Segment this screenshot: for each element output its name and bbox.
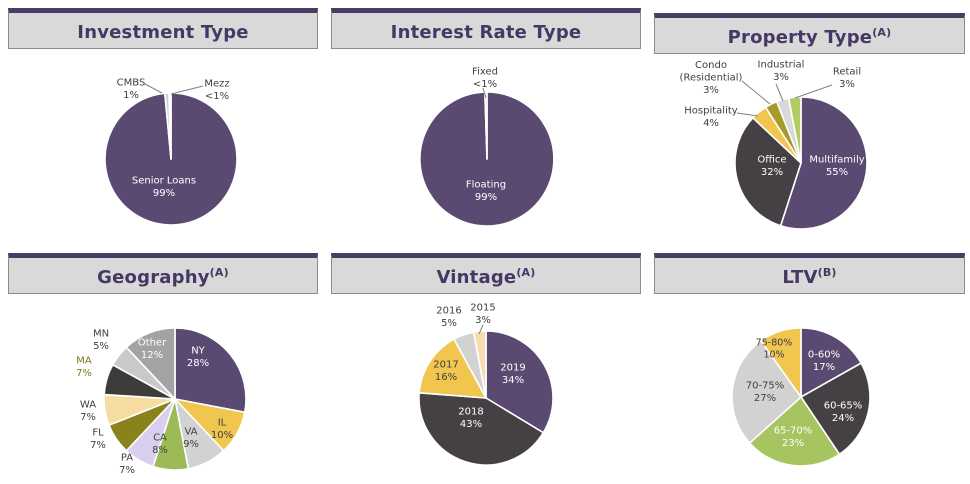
label-leader-line <box>170 85 204 95</box>
slice-label: 5% <box>93 341 109 352</box>
pie-slice-65-70- <box>748 396 841 467</box>
slice-label: Fixed <box>472 66 498 77</box>
panel-header: LTV(B) <box>654 253 965 294</box>
slice-label: 7% <box>119 465 135 476</box>
slice-label: <1% <box>205 91 229 102</box>
pie-slice-75-80- <box>759 327 802 398</box>
panel-title: LTV(B) <box>655 258 964 293</box>
slice-label: Retail <box>833 66 861 77</box>
slice-label: MN <box>93 328 109 339</box>
pie-slice-60-65- <box>800 362 871 456</box>
slice-label: 2016 <box>436 305 461 316</box>
slice-label: FL <box>92 427 104 438</box>
slice-label: 5% <box>441 318 457 329</box>
slice-label: Mezz <box>204 78 229 89</box>
chart-panel-6: LTV(B) 0-60% 17% 60-65% 24% 65-70% 23% 70-75% 2… <box>646 240 970 484</box>
slice-label: 7% <box>80 412 96 423</box>
panel-title: Vintage(A) <box>332 258 640 293</box>
pie-slice-mezz <box>168 92 172 160</box>
label-leader-line <box>736 112 759 117</box>
slice-label: 2015 <box>470 302 495 313</box>
panel-header: Interest Rate Type <box>331 8 641 49</box>
panel-title-text: Property Type <box>727 27 873 48</box>
slice-label: Industrial <box>758 59 805 70</box>
panel-title: Property Type(A) <box>655 18 964 53</box>
label-leader-line <box>794 84 833 99</box>
panel-title: Interest Rate Type <box>332 13 640 48</box>
panel-header: Investment Type <box>8 8 318 49</box>
slice-label: MA <box>76 355 92 366</box>
panel-header: Property Type(A) <box>654 13 965 54</box>
panel-title-text: LTV <box>782 267 818 288</box>
pie-slice-multifamily <box>779 96 868 230</box>
panel-title-text: Geography <box>97 267 210 288</box>
chart-panel-3: Property Type(A) Multifamily 55% Office 32%… <box>646 0 970 240</box>
label-leader-line <box>482 87 487 99</box>
slice-label: 7% <box>90 440 106 451</box>
slice-label: 7% <box>76 368 92 379</box>
slice-label: 4% <box>703 118 719 129</box>
panel-title: Investment Type <box>9 13 317 48</box>
pie-slice-2018 <box>418 392 545 466</box>
panel-header: Vintage(A) <box>331 253 641 294</box>
pie-slice-70-75- <box>731 340 802 444</box>
panel-header: Geography(A) <box>8 253 318 294</box>
slice-label: 1% <box>123 90 139 101</box>
slice-label: Condo <box>695 60 727 71</box>
slice-label: 3% <box>839 79 855 90</box>
slice-label: WA <box>80 399 96 410</box>
panel-title: Geography(A) <box>9 258 317 293</box>
slice-label: CMBS <box>117 77 146 88</box>
panel-title-superscript: (A) <box>872 26 892 39</box>
pie-slice-0-60- <box>800 327 862 398</box>
chart-panel-1: Investment Type Senior Loans 99% CMBS 1% Mez… <box>0 0 323 240</box>
label-leader-line <box>478 324 484 335</box>
pie-slice-fixed <box>484 91 488 160</box>
chart-panel-2: Interest Rate Type Floating 99% Fixed <1% <box>323 0 646 240</box>
slice-label: 3% <box>475 315 491 326</box>
label-leader-line <box>741 80 771 105</box>
slice-label: 3% <box>703 85 719 96</box>
label-leader-line <box>144 83 163 94</box>
pie-slice-ny <box>174 327 247 414</box>
pie-slice-other <box>125 327 176 400</box>
panel-title-superscript: (A) <box>516 266 536 279</box>
panel-title-text: Interest Rate Type <box>390 22 582 43</box>
slice-label: Hospitality <box>684 105 738 116</box>
pie-slice-2017 <box>418 338 487 399</box>
slice-label: 3% <box>773 72 789 83</box>
panel-title-text: Vintage <box>436 267 517 288</box>
slice-label: (Residential) <box>680 73 743 84</box>
pie-slice-retail <box>787 96 802 164</box>
panel-title-text: Investment Type <box>77 22 249 43</box>
panel-title-superscript: (A) <box>209 266 229 279</box>
chart-panel-4: Geography(A) NY 28% IL 10% VA 9% CA 8% PA 7% FL 7% W… <box>0 240 323 484</box>
panel-title-superscript: (B) <box>817 266 837 279</box>
chart-panel-5: Vintage(A) 2019 34% 2018 43% 2017 16% 2016 5% 20… <box>323 240 646 484</box>
slice-label: <1% <box>473 79 497 90</box>
pie-slice-office <box>734 117 802 227</box>
label-leader-line <box>775 83 784 102</box>
